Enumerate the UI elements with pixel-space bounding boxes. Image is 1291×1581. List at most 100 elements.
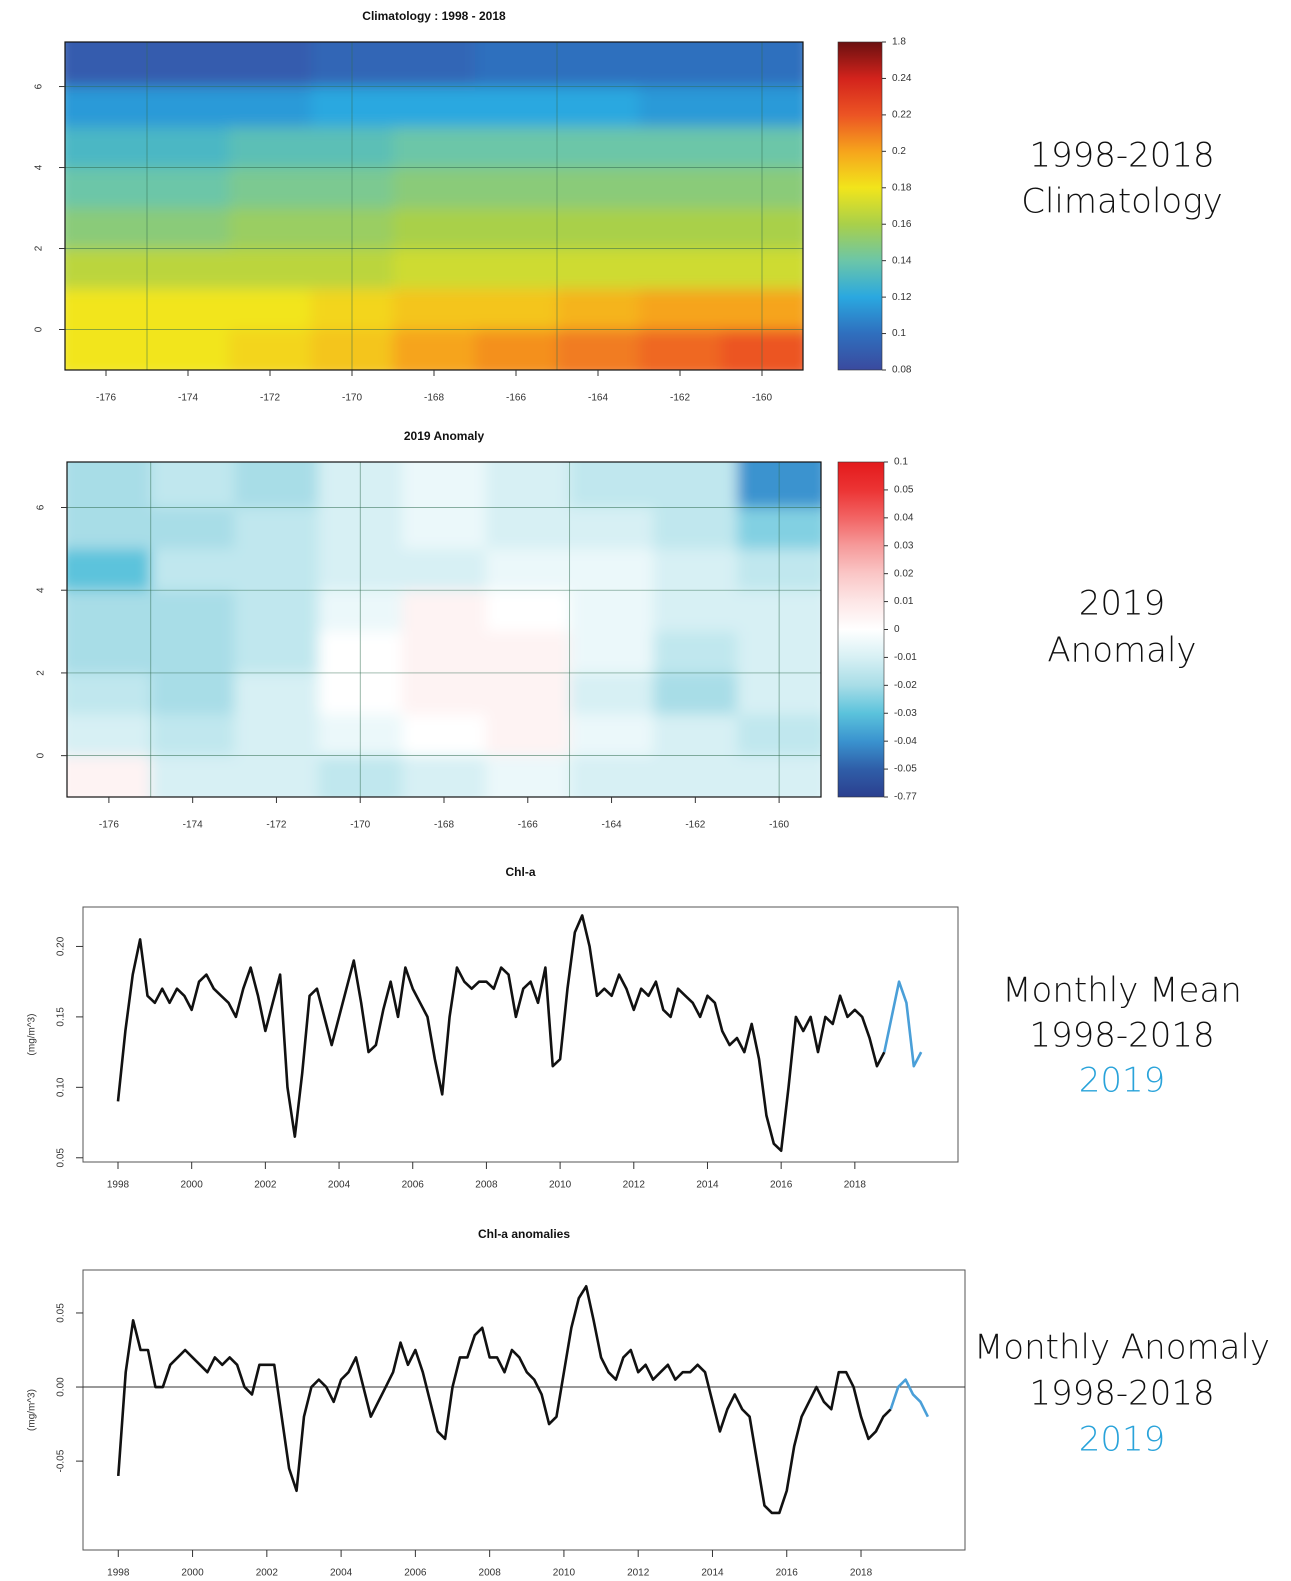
x-tick-label: -170 — [342, 393, 362, 404]
heatmap-cell — [402, 631, 487, 674]
heatmap-cell — [65, 42, 148, 88]
x-tick-label: -168 — [424, 393, 444, 404]
heatmap-cell — [229, 86, 312, 128]
heatmap-cell — [639, 329, 722, 370]
heatmap-cell — [557, 42, 640, 88]
heatmap-cell — [653, 462, 738, 508]
heatmap-cell — [569, 462, 654, 508]
heatmap-cell — [234, 462, 319, 508]
heatmap-cell — [234, 714, 319, 757]
heatmap-cell — [229, 127, 312, 169]
heatmap-cell — [150, 462, 236, 508]
heatmap-cell — [653, 672, 738, 715]
heatmap-cell — [485, 672, 571, 715]
chart-title: Chl-a anomalies — [478, 1227, 570, 1241]
heatmap-cell — [402, 755, 487, 797]
plot-frame — [82, 906, 959, 1163]
y-tick-label: 6 — [34, 83, 45, 89]
heatmap-cell — [475, 167, 558, 209]
heatmap-cell — [67, 548, 152, 591]
colorbar-tick-label: 1.8 — [892, 37, 906, 48]
heatmap-cell — [569, 714, 654, 757]
heatmap-cell — [229, 167, 312, 209]
heatmap-cell — [485, 548, 571, 591]
heatmap-cell — [229, 329, 312, 370]
heatmap-cell — [150, 755, 236, 797]
heatmap-cell — [475, 86, 558, 128]
heatmap-cell — [639, 42, 722, 88]
x-tick-label: -164 — [588, 393, 608, 404]
colorbar-tick-label: 0.16 — [892, 219, 912, 230]
y-tick-label: 0.05 — [56, 1303, 67, 1323]
colorbar-tick-label: -0.05 — [894, 764, 917, 775]
y-tick-label: 0 — [36, 752, 47, 758]
heatmap-cell — [147, 289, 230, 331]
plot-frame — [82, 1269, 966, 1551]
x-tick-label: -170 — [350, 820, 370, 831]
x-tick-label: -168 — [434, 820, 454, 831]
y-tick-label: 0.10 — [56, 1077, 67, 1097]
y-tick-label: 2 — [34, 245, 45, 251]
heatmap-cell — [721, 208, 803, 250]
x-tick-label: 2016 — [770, 1180, 793, 1191]
heatmap-cell — [67, 590, 152, 633]
heatmap-cell — [485, 590, 571, 633]
heatmap-cell — [229, 248, 312, 290]
heatmap-cell — [721, 167, 803, 209]
chart-title: Climatology : 1998 - 2018 — [362, 9, 506, 23]
y-tick-label: 0 — [34, 326, 45, 332]
x-tick-label: -162 — [685, 820, 705, 831]
heatmap-cell — [721, 248, 803, 290]
heatmap-cell — [67, 714, 152, 757]
heatmap-cell — [234, 548, 319, 591]
heatmap-cell — [67, 631, 152, 674]
heatmap-cell — [234, 507, 319, 550]
x-tick-label: -174 — [178, 393, 198, 404]
heatmap-cell — [721, 86, 803, 128]
x-tick-label: 1998 — [107, 1568, 130, 1579]
heatmap-cell — [147, 167, 230, 209]
heatmap-cell — [67, 462, 152, 508]
heatmap-cell — [402, 507, 487, 550]
heatmap-cell — [393, 42, 476, 88]
x-tick-label: -166 — [518, 820, 538, 831]
y-tick-label: 0.15 — [56, 1007, 67, 1027]
heatmap-cell — [653, 590, 738, 633]
heatmap-cell — [485, 714, 571, 757]
heatmap-cell — [147, 208, 230, 250]
x-tick-label: -164 — [602, 820, 622, 831]
heatmap-cell — [147, 248, 230, 290]
heatmap-cell — [150, 590, 236, 633]
heatmap — [65, 42, 803, 370]
heatmap-cell — [475, 289, 558, 331]
heatmap-cell — [393, 289, 476, 331]
heatmap-cell — [569, 590, 654, 633]
heatmap-cell — [147, 42, 230, 88]
side-label: Monthly Anomaly — [974, 1328, 1270, 1368]
heatmap-cell — [475, 248, 558, 290]
heatmap-cell — [639, 208, 722, 250]
colorbar-tick-label: -0.77 — [894, 792, 917, 803]
chart-title: Chl-a — [506, 865, 536, 879]
heatmap-cell — [229, 289, 312, 331]
x-tick-label: 2002 — [256, 1568, 279, 1579]
x-tick-label: 2010 — [553, 1568, 576, 1579]
heatmap-cell — [393, 167, 476, 209]
x-tick-label: 2004 — [330, 1568, 353, 1579]
x-tick-label: 2014 — [696, 1180, 719, 1191]
heatmap-cell — [393, 208, 476, 250]
y-tick-label: 0.20 — [56, 936, 67, 956]
colorbar — [837, 461, 885, 798]
heatmap-cell — [557, 289, 640, 331]
heatmap-cell — [475, 127, 558, 169]
heatmap-cell — [65, 248, 148, 290]
heatmap-cell — [557, 127, 640, 169]
heatmap-cell — [721, 127, 803, 169]
heatmap-cell — [65, 86, 148, 128]
heatmap-cell — [402, 672, 487, 715]
y-tick-label: -0.05 — [56, 1449, 67, 1472]
heatmap-cell — [721, 42, 803, 88]
side-label: Anomaly — [1047, 631, 1196, 671]
y-tick-label: 4 — [36, 587, 47, 593]
side-label: Climatology — [1021, 182, 1223, 222]
